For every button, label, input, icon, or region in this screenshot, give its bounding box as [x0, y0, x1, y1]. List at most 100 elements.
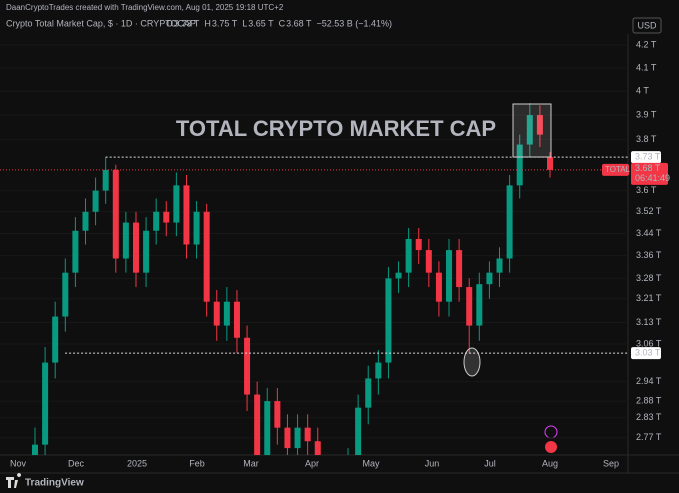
- last-price-name-box: [602, 163, 629, 176]
- y-tick-label: 3.28 T: [636, 273, 662, 283]
- candle-body: [173, 185, 180, 223]
- candle-body: [102, 169, 109, 191]
- candle-body: [435, 272, 442, 302]
- annotation: TOTAL CRYPTO MARKET CAP: [176, 116, 496, 141]
- x-tick-label: May: [362, 458, 380, 468]
- y-tick-label: 2.94 T: [636, 376, 662, 386]
- x-tick-label: Dec: [68, 458, 85, 468]
- y-tick-label: 3.13 T: [636, 317, 662, 327]
- y-tick-label: 4 T: [636, 86, 649, 96]
- y-tick-label: 3.44 T: [636, 228, 662, 238]
- y-tick-label: 3.6 T: [636, 185, 657, 195]
- y-tick-label: 4.2 T: [636, 40, 657, 50]
- candle-body: [547, 157, 553, 170]
- y-tick-label: 3.8 T: [636, 134, 657, 144]
- last-price-label: 3.68 T: [635, 163, 661, 173]
- highlight-ellipse: [463, 347, 481, 377]
- currency-box[interactable]: [632, 17, 662, 34]
- candle-body: [244, 337, 251, 395]
- candle-body: [476, 284, 483, 326]
- candle-body: [466, 287, 473, 326]
- candle-body: [132, 222, 139, 273]
- candle-body: [395, 272, 402, 279]
- candle-body: [304, 427, 311, 442]
- plot: [0, 44, 628, 455]
- candle-body: [92, 190, 99, 212]
- candle-body: [213, 301, 220, 326]
- candle-body: [274, 401, 281, 428]
- candle-body: [496, 258, 503, 273]
- candle-body: [415, 238, 422, 251]
- candle-body: [32, 444, 38, 455]
- level-label: 3.73 T: [635, 151, 661, 161]
- x-tick-label: Sep: [603, 458, 619, 468]
- currency[interactable]: USD: [637, 20, 657, 30]
- level-label-box: [631, 151, 661, 164]
- y-tick-label: 4.1 T: [636, 62, 657, 72]
- candle-body: [264, 401, 271, 455]
- candle-body: [42, 362, 49, 445]
- y-tick-label: 3.36 T: [636, 250, 662, 260]
- y-tick-label: 3.06 T: [636, 338, 662, 348]
- x-tick-label: Mar: [243, 458, 259, 468]
- candle-body: [193, 211, 200, 245]
- countdown: 06:41:49: [635, 173, 670, 183]
- candle-body: [425, 250, 432, 273]
- candle-body: [153, 211, 160, 231]
- candle-body: [183, 185, 190, 245]
- candle-body: [526, 115, 533, 145]
- candle-body: [506, 185, 513, 259]
- candle-body: [52, 316, 59, 363]
- candle-body: [385, 278, 392, 363]
- candle-body: [314, 441, 321, 455]
- candle-body: [456, 250, 463, 288]
- ohlc-key: C: [279, 18, 286, 28]
- credit: DaanCryptoTrades created with TradingVie…: [6, 3, 284, 12]
- ohlc-value: 3.68 T: [286, 18, 312, 28]
- candle-body: [163, 211, 170, 223]
- y-tick-label: 3.9 T: [636, 109, 657, 119]
- ohlc-value: 3.75 T: [212, 18, 238, 28]
- candle-body: [82, 211, 89, 231]
- candle-body: [516, 144, 523, 186]
- x-tick-label: Nov: [10, 458, 27, 468]
- x-tick-label: Aug: [542, 458, 558, 468]
- symbol: Crypto Total Market Cap, $ · 1D · CRYPTO…: [6, 18, 196, 28]
- last-price-name: TOTAL: [605, 165, 631, 174]
- level-label-box: [631, 347, 661, 360]
- icon[interactable]: [545, 441, 557, 453]
- last-price-box: [631, 162, 668, 185]
- candle-body: [405, 238, 412, 273]
- ohlc-key: O: [166, 18, 173, 28]
- candle-body: [536, 115, 543, 135]
- candle-body: [72, 230, 79, 273]
- brand: TradingView: [25, 478, 84, 489]
- candle-body: [446, 250, 453, 302]
- candle-body: [355, 407, 362, 455]
- level-label: 3.03 T: [635, 348, 661, 358]
- y-tick-label: 2.88 T: [636, 395, 662, 405]
- y-tick-label: 2.83 T: [636, 412, 662, 422]
- ohlc-value: 3.73 T: [174, 18, 200, 28]
- highlight-box: [512, 103, 552, 158]
- candle-body: [375, 362, 382, 379]
- candle-body: [284, 427, 291, 449]
- y-tick-label: 3.21 T: [636, 293, 662, 303]
- y-tick-label: 3.52 T: [636, 206, 662, 216]
- candle-body: [112, 169, 119, 259]
- candle-body: [143, 230, 150, 273]
- y-tick-label: 2.77 T: [636, 432, 662, 442]
- ohlc-key: L: [242, 18, 247, 28]
- x-tick-label: Jul: [484, 458, 496, 468]
- candle-body: [254, 394, 261, 455]
- candle-body: [365, 378, 372, 408]
- candle-body: [223, 301, 230, 326]
- candle-body: [233, 301, 240, 338]
- candle-body: [122, 222, 129, 259]
- ohlc-value: 3.65 T: [248, 18, 274, 28]
- x-tick-label: Feb: [189, 458, 205, 468]
- x-tick-label: 2025: [127, 458, 147, 468]
- ohlc-key: H: [204, 18, 211, 28]
